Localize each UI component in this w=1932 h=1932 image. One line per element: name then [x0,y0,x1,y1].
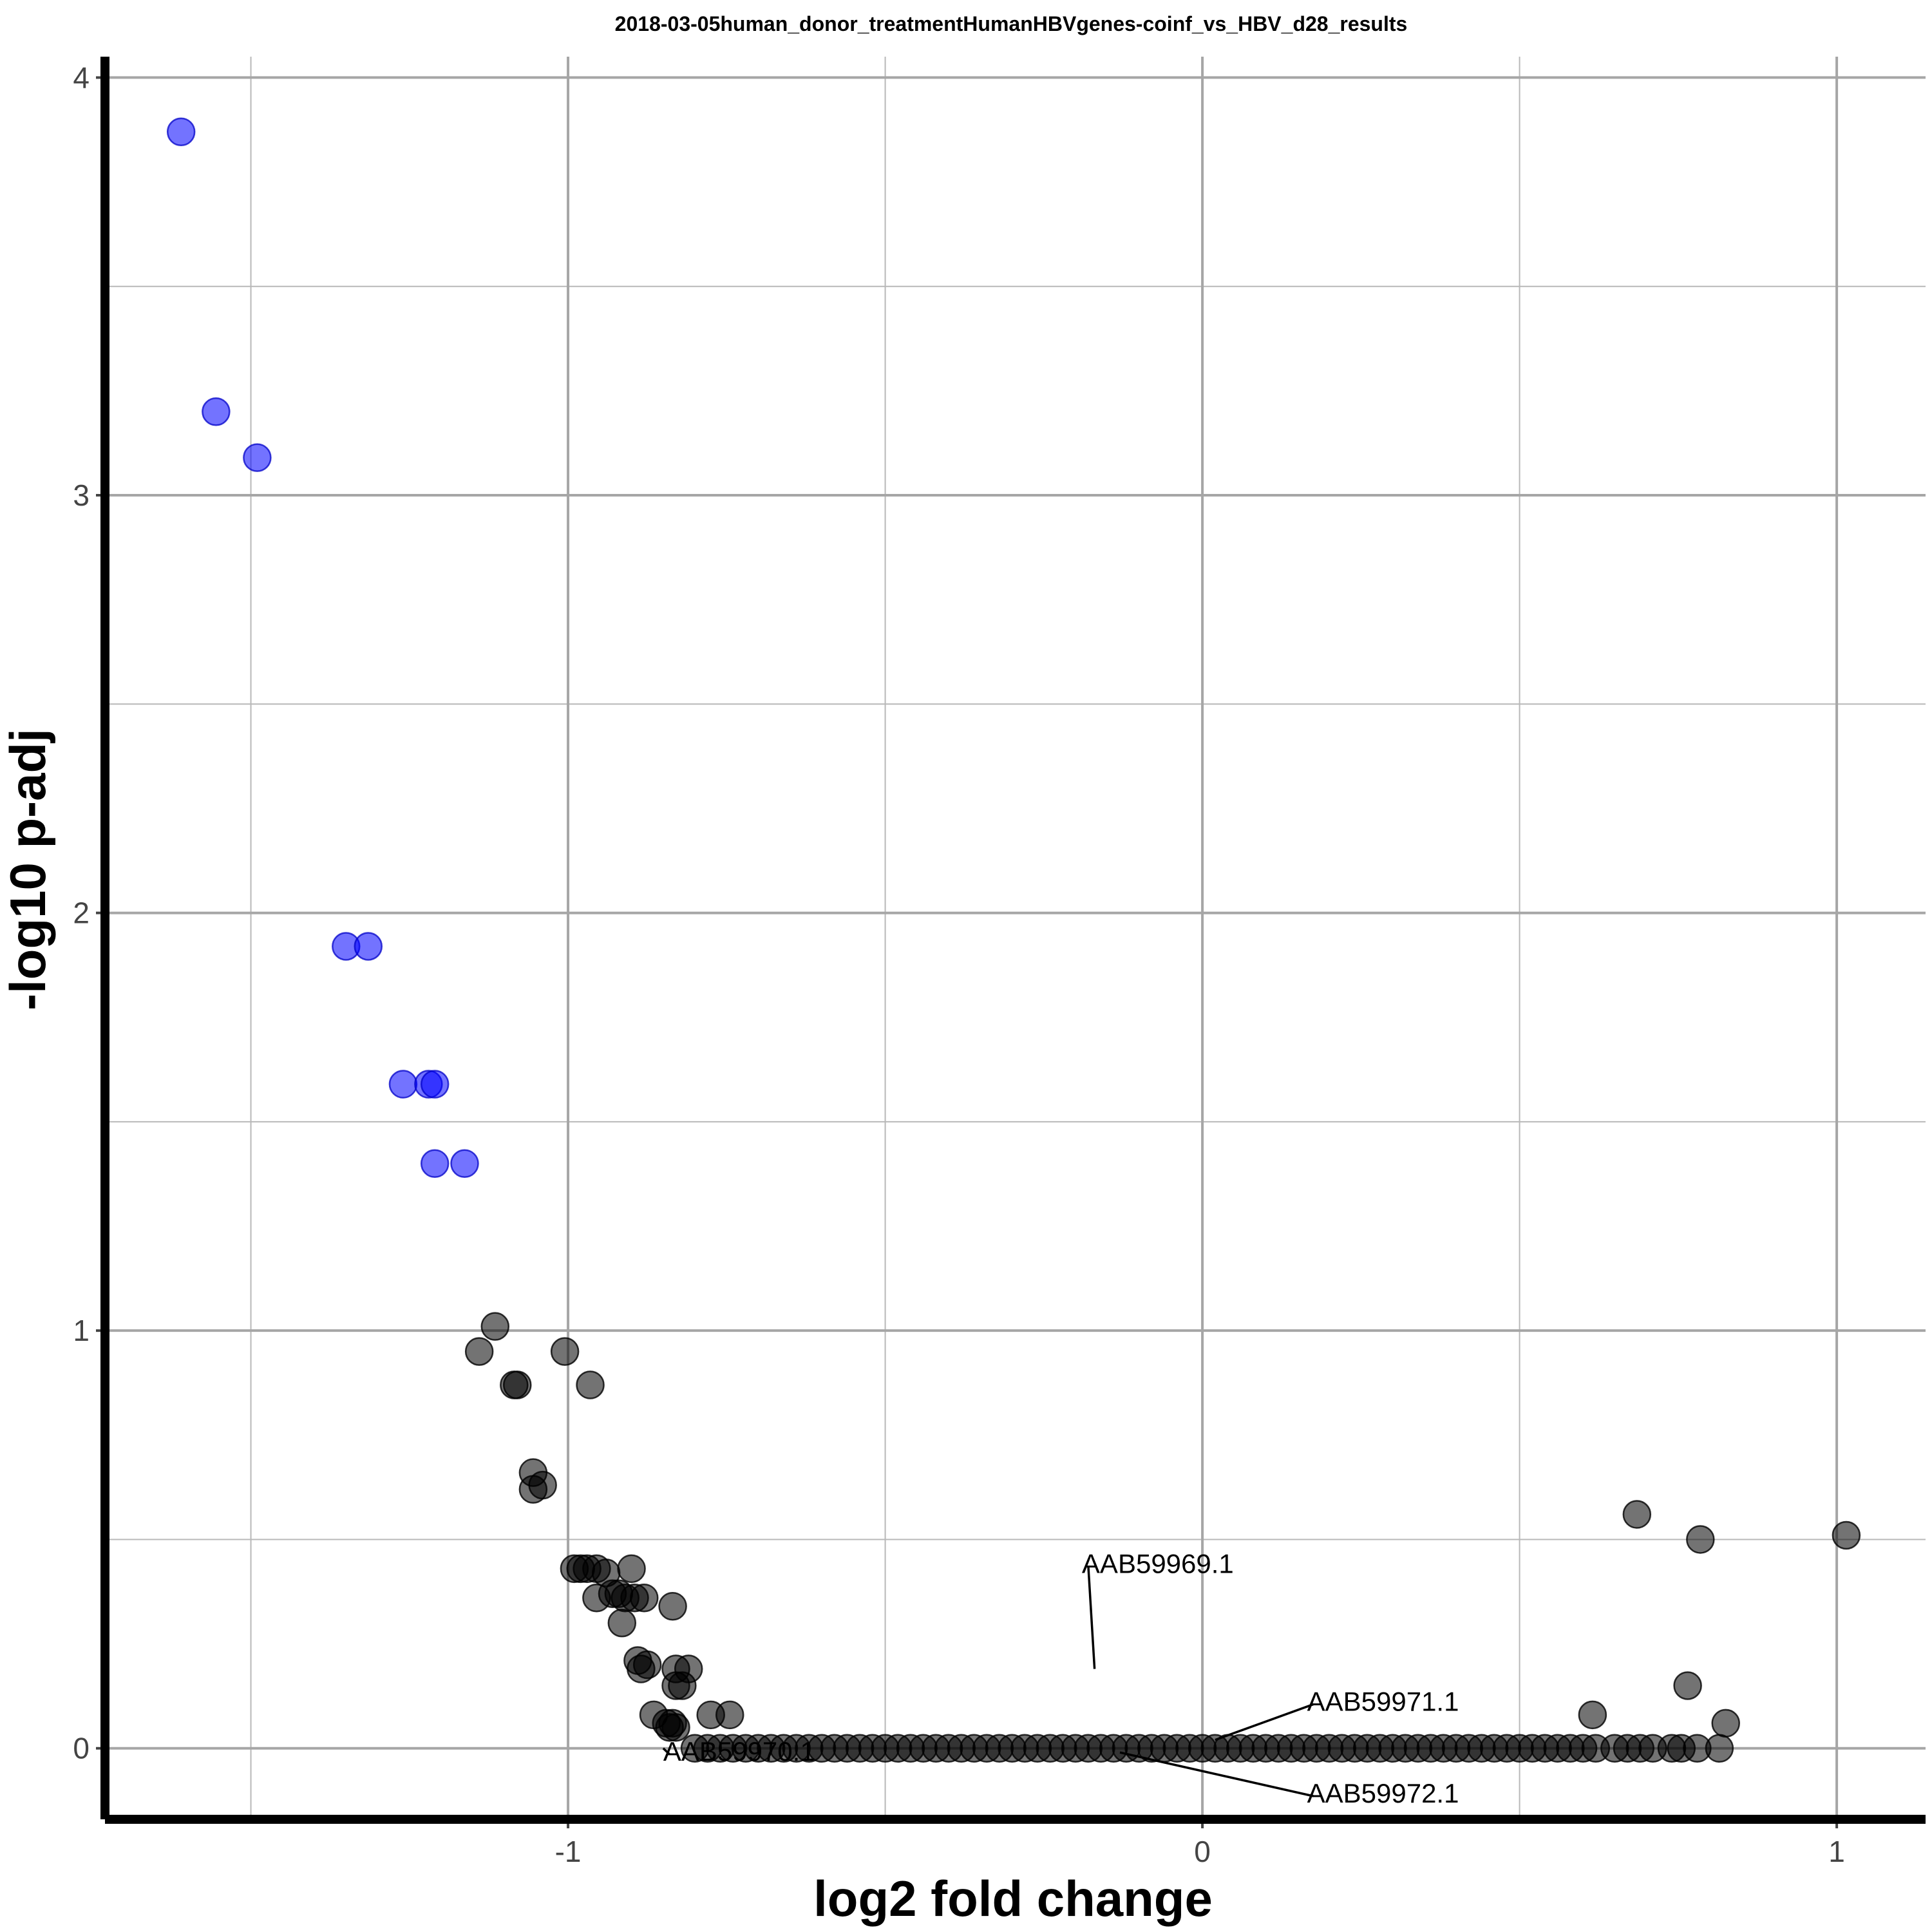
annotation-label: AAB59972.1 [1307,1778,1459,1808]
significant-point [354,932,383,961]
significant-point [243,443,272,472]
y-tick-label: 4 [73,61,90,94]
significant-point [420,1149,450,1178]
significant-point [166,117,196,146]
x-tick-label: 0 [1194,1835,1211,1868]
annotation-label: AAB59971.1 [1307,1686,1459,1716]
nonsignificant-point [617,1554,646,1584]
y-axis-title: -log10 p-adj [0,728,56,1010]
nonsignificant-point [480,1312,510,1341]
nonsignificant-point [576,1370,605,1399]
nonsignificant-point [528,1470,557,1500]
nonsignificant-point [500,1370,529,1399]
axis-ticks: -1 0 1 0 1 2 3 4 [73,61,1844,1868]
nonsignificant-point [1578,1700,1607,1730]
significant-point [420,1070,450,1099]
nonsignificant-point [1622,1500,1652,1529]
annotation-labels: AAB59969.1 AAB59971.1 AAB59972.1 AAB59970.1 [663,1548,1459,1808]
nonsignificant-point [1686,1525,1715,1554]
annotation-label: AAB59969.1 [1082,1548,1234,1578]
data-points [166,117,1861,1763]
x-tick-label: 1 [1828,1835,1845,1868]
nonsignificant-point [607,1608,637,1638]
x-tick-label: -1 [555,1835,582,1868]
nonsignificant-point [658,1591,687,1621]
nonsignificant-point [1711,1709,1740,1738]
nonsignificant-point [1673,1671,1702,1700]
significant-point [450,1149,479,1178]
y-tick-label: 0 [73,1732,90,1765]
y-tick-label: 3 [73,478,90,512]
annotation-leader-line [1087,1566,1096,1669]
annotation-leader-line [1215,1703,1314,1741]
x-axis-title: log2 fold change [813,1870,1213,1927]
significant-point [388,1070,418,1099]
annotation-leader-line [662,1747,671,1756]
nonsignificant-point [1705,1734,1734,1763]
y-tick-label: 1 [73,1314,90,1347]
nonsignificant-point [632,1650,662,1680]
chart-title: 2018-03-05human_donor_treatmentHumanHBVg… [615,12,1408,35]
nonsignificant-point [668,1671,697,1700]
nonsignificant-point [1832,1520,1861,1550]
nonsignificant-point [715,1700,744,1730]
y-tick-label: 2 [73,896,90,930]
annotation-label: AAB59970.1 [663,1736,815,1766]
nonsignificant-point [550,1337,580,1366]
nonsignificant-point [630,1584,659,1613]
nonsignificant-point [661,1713,690,1742]
significant-point [202,397,231,426]
nonsignificant-point [464,1337,494,1366]
